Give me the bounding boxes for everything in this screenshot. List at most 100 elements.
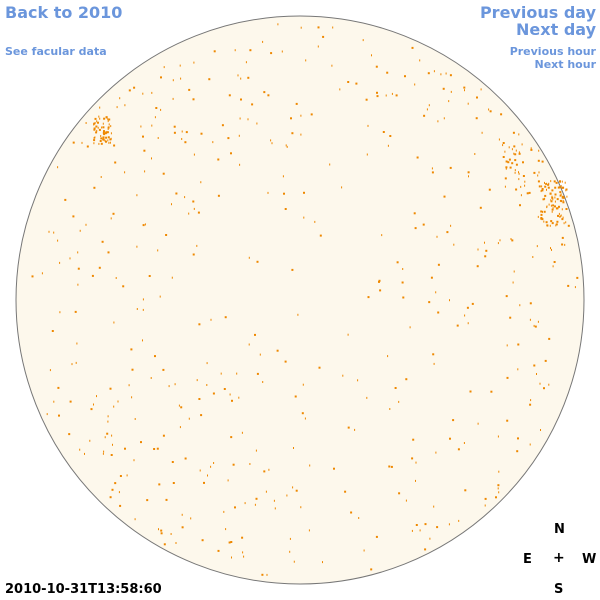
facula-speck	[171, 276, 173, 279]
facula-speck	[546, 224, 549, 227]
facula-speck	[484, 255, 487, 258]
facula-speck	[552, 204, 555, 207]
facula-speck	[192, 253, 195, 256]
facula-speck	[381, 234, 383, 237]
facula-speck	[188, 212, 190, 215]
facula-speck	[181, 130, 183, 133]
facula-speck	[247, 76, 250, 79]
facula-speck	[505, 160, 508, 163]
previous-day-link[interactable]: Previous day	[479, 3, 596, 22]
see-facular-data-link[interactable]: See facular data	[5, 45, 107, 58]
facula-speck	[119, 475, 122, 477]
facula-speck	[41, 272, 43, 275]
facula-speck	[238, 134, 240, 137]
facula-speck	[276, 349, 279, 352]
facula-speck	[113, 144, 116, 147]
facula-speck	[550, 247, 551, 250]
facula-speck	[376, 91, 378, 94]
facula-speck	[502, 156, 505, 158]
facula-speck	[505, 295, 508, 298]
next-hour-link[interactable]: Next hour	[534, 58, 597, 71]
facula-speck	[518, 151, 520, 154]
facula-speck	[98, 266, 101, 269]
facula-speck	[551, 208, 554, 211]
facula-speck	[405, 499, 407, 502]
facula-speck	[411, 46, 414, 49]
facula-speck	[184, 141, 187, 144]
facula-speck	[314, 220, 316, 223]
facula-speck	[196, 379, 198, 382]
facula-speck	[551, 210, 553, 213]
facula-speck	[124, 171, 126, 174]
facula-speck	[499, 239, 501, 242]
facula-speck	[366, 153, 368, 156]
facula-speck	[521, 143, 523, 146]
facula-speck	[546, 188, 547, 191]
facula-speck	[429, 537, 431, 540]
facula-speck	[388, 465, 391, 468]
facula-speck	[556, 220, 559, 223]
facula-speck	[103, 133, 106, 136]
back-to-year-link[interactable]: Back to 2010	[5, 3, 123, 22]
facula-speck	[547, 183, 550, 186]
compass-south-label: S	[554, 582, 564, 597]
facula-speck	[107, 420, 109, 423]
facula-speck	[497, 484, 500, 487]
facula-speck	[102, 452, 104, 455]
facula-speck	[524, 184, 526, 187]
facula-speck	[367, 124, 369, 127]
facula-speck	[171, 203, 172, 206]
facula-speck	[505, 167, 507, 170]
facula-speck	[509, 316, 512, 319]
facula-speck	[557, 214, 559, 217]
facula-speck	[564, 243, 566, 246]
facula-speck	[376, 95, 379, 98]
facula-speck	[544, 181, 545, 184]
facula-speck	[227, 137, 230, 140]
facula-speck	[576, 276, 579, 279]
next-day-link[interactable]: Next day	[516, 20, 596, 39]
facula-speck	[440, 73, 442, 76]
facula-speck	[398, 400, 400, 403]
facula-speck	[533, 324, 535, 327]
facula-speck	[46, 413, 48, 416]
previous-hour-link[interactable]: Previous hour	[509, 45, 596, 58]
facula-speck	[541, 188, 544, 190]
facula-speck	[118, 491, 120, 494]
facula-speck	[103, 117, 106, 120]
facula-speck	[212, 141, 214, 144]
facula-speck	[86, 145, 89, 148]
facula-speck	[538, 185, 541, 188]
facula-speck	[192, 98, 195, 101]
facula-speck	[107, 251, 110, 254]
facula-speck	[59, 261, 61, 264]
facula-speck	[484, 241, 485, 244]
facula-speck	[142, 224, 145, 227]
facula-speck	[518, 133, 520, 136]
facula-speck	[163, 543, 166, 546]
facula-speck	[157, 249, 159, 252]
facula-speck	[217, 194, 220, 197]
facula-speck	[251, 103, 254, 106]
facula-speck	[84, 452, 85, 455]
facula-speck	[367, 296, 370, 299]
facula-speck	[53, 231, 55, 234]
facula-speck	[77, 251, 79, 254]
facula-speck	[436, 235, 438, 238]
observation-timestamp: 2010-10-31T13:58:60	[5, 582, 162, 597]
facula-speck	[450, 90, 452, 93]
facula-speck	[519, 204, 521, 207]
facula-speck	[117, 400, 119, 403]
facula-speck	[142, 135, 144, 138]
facula-speck	[529, 403, 532, 406]
facula-speck	[97, 126, 99, 129]
facula-speck	[539, 382, 541, 385]
facula-speck	[505, 166, 508, 169]
facula-speck	[322, 35, 325, 38]
facula-speck	[386, 71, 389, 74]
facula-speck	[234, 506, 236, 509]
facula-speck	[564, 181, 566, 184]
facula-speck	[550, 199, 552, 202]
facula-speck	[102, 122, 104, 125]
facula-speck	[435, 451, 437, 454]
